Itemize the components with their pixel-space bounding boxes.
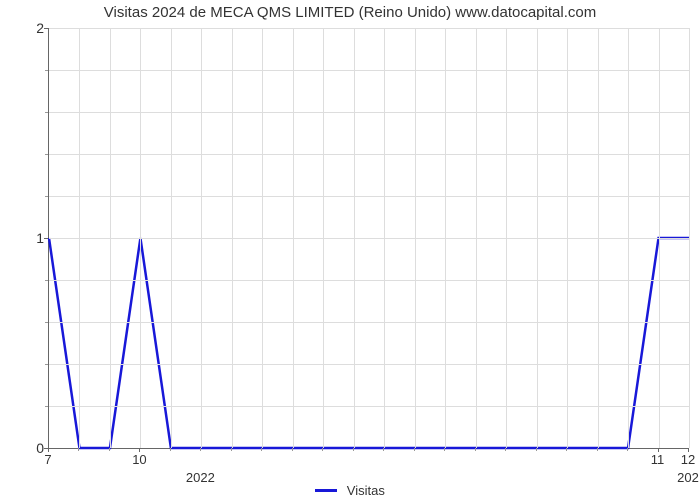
grid-line-v	[628, 28, 629, 448]
grid-line-v	[323, 28, 324, 448]
x-tick-minor	[444, 448, 445, 451]
y-tick	[44, 28, 48, 29]
plot-area	[48, 28, 689, 449]
grid-line-v	[354, 28, 355, 448]
grid-line-v	[567, 28, 568, 448]
grid-line-h-minor	[49, 196, 689, 197]
grid-line-h-minor	[49, 280, 689, 281]
grid-line-h-minor	[49, 70, 689, 71]
grid-line-v	[232, 28, 233, 448]
grid-line-v	[476, 28, 477, 448]
grid-line-h	[49, 28, 689, 29]
x-tick-minor	[231, 448, 232, 451]
x-tick-minor	[353, 448, 354, 451]
grid-line-v	[689, 28, 690, 448]
x-tick-minor	[566, 448, 567, 451]
y-tick-minor	[45, 154, 48, 155]
x-tick-minor	[536, 448, 537, 451]
legend-swatch	[315, 489, 337, 492]
grid-line-h-minor	[49, 406, 689, 407]
x-tick-minor	[292, 448, 293, 451]
x-axis-label: 11	[651, 452, 665, 467]
grid-line-v	[293, 28, 294, 448]
chart-container: Visitas 2024 de MECA QMS LIMITED (Reino …	[0, 0, 700, 500]
chart-title: Visitas 2024 de MECA QMS LIMITED (Reino …	[0, 4, 700, 21]
x-tick-minor	[322, 448, 323, 451]
x-tick-minor	[78, 448, 79, 451]
legend-label: Visitas	[347, 483, 385, 498]
grid-line-v	[598, 28, 599, 448]
y-tick-minor	[45, 70, 48, 71]
x-tick-minor	[505, 448, 506, 451]
y-axis-label: 1	[4, 230, 44, 246]
grid-line-h	[49, 238, 689, 239]
x-axis-label-secondary: 202	[677, 470, 699, 485]
y-tick-minor	[45, 406, 48, 407]
y-tick	[44, 238, 48, 239]
x-tick-minor	[109, 448, 110, 451]
x-tick-minor	[170, 448, 171, 451]
y-tick-minor	[45, 322, 48, 323]
y-axis-label: 0	[4, 440, 44, 456]
x-tick-minor	[383, 448, 384, 451]
x-axis-label-secondary: 2022	[186, 470, 215, 485]
grid-line-h-minor	[49, 364, 689, 365]
grid-line-v	[445, 28, 446, 448]
grid-line-h-minor	[49, 112, 689, 113]
x-tick-minor	[597, 448, 598, 451]
visitas-line	[49, 238, 689, 448]
x-tick-minor	[200, 448, 201, 451]
y-tick-minor	[45, 196, 48, 197]
grid-line-v	[415, 28, 416, 448]
x-tick-minor	[627, 448, 628, 451]
x-axis-label: 12	[681, 452, 695, 467]
grid-line-v	[659, 28, 660, 448]
grid-line-v	[262, 28, 263, 448]
x-tick-minor	[414, 448, 415, 451]
y-tick-minor	[45, 364, 48, 365]
grid-line-v	[201, 28, 202, 448]
grid-line-h-minor	[49, 154, 689, 155]
x-tick-minor	[261, 448, 262, 451]
x-tick-minor	[475, 448, 476, 451]
grid-line-v	[79, 28, 80, 448]
y-tick-minor	[45, 112, 48, 113]
x-axis-label: 10	[132, 452, 146, 467]
y-tick-minor	[45, 280, 48, 281]
y-axis-label: 2	[4, 20, 44, 36]
grid-line-v	[384, 28, 385, 448]
grid-line-v	[171, 28, 172, 448]
grid-line-h-minor	[49, 322, 689, 323]
x-axis-label: 7	[44, 452, 51, 467]
grid-line-v	[506, 28, 507, 448]
legend: Visitas	[0, 482, 700, 498]
grid-line-v	[110, 28, 111, 448]
grid-line-v	[537, 28, 538, 448]
grid-line-v	[140, 28, 141, 448]
